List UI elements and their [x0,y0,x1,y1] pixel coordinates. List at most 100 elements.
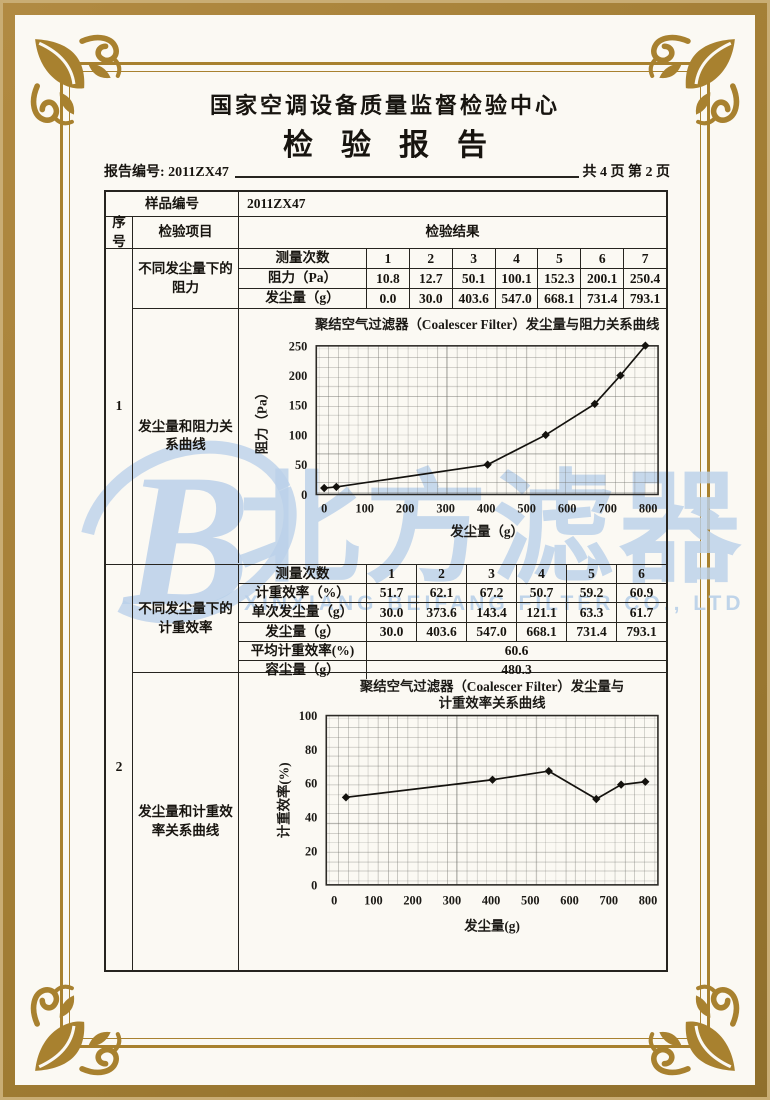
table-cell: 60.9 [629,585,654,601]
dust-capacity-value: 480.3 [501,662,532,678]
report-title: 检验报告 [283,129,515,162]
gold-frame-outer [60,62,710,1048]
row-label: 计重效率（%） [239,584,367,603]
table-row: 阻力（Pa） 10.8 12.7 50.1 100.1 152.3 200.1 250.4 [239,269,666,289]
svg-text:150: 150 [289,399,308,413]
page-indicator: 共 4 页 第 2 页 [582,165,671,180]
svg-text:发尘量（g）: 发尘量（g） [449,523,523,539]
svg-text:计重效率(%): 计重效率(%) [276,762,292,838]
table-cell: 403.6 [417,622,467,641]
gold-frame-inner [69,71,701,1039]
table-cell: 10.8 [367,269,410,288]
table-cell: 200.1 [581,269,625,288]
table-cell: 0.0 [367,289,410,308]
svg-text:800: 800 [639,894,658,908]
row-label: 发尘量（g） [239,289,367,308]
svg-text:60: 60 [305,777,317,791]
row-label: 测量次数 [239,249,367,268]
svg-text:400: 400 [477,501,496,515]
svg-text:计重效率关系曲线: 计重效率关系曲线 [439,695,547,711]
section-1-chart-label: 发尘量和阻力关系曲线 [133,309,239,563]
svg-text:600: 600 [558,501,577,515]
row-label: 测量次数 [239,565,367,584]
svg-text:50: 50 [295,458,307,472]
row-label: 阻力（Pa） [239,269,367,288]
table-cell: 547.0 [496,289,539,308]
svg-text:300: 300 [436,501,455,515]
svg-text:500: 500 [517,501,536,515]
svg-text:100: 100 [289,428,308,442]
table-cell: 50.7 [517,584,567,603]
inspection-center-name: 国家空调设备质量监督检验中心 [209,93,560,118]
table-cell: 5 [567,565,617,584]
svg-text:200: 200 [396,501,415,515]
table-cell: 51.7 [367,584,417,603]
table-row: 单次发尘量（g） 30.0 373.6 143.4 121.1 63.3 61.7 [239,603,666,623]
section-1-seq: 1 [106,249,133,564]
table-cell: 4 [517,565,567,584]
report-meta-row: 报告编号: 2011ZX47 共 4 页 第 2 页 [104,161,670,181]
floral-corner-ornament [29,979,127,1077]
table-row: 计重效率（%） 51.7 62.1 67.2 50.7 59.2 60.9 [239,584,666,604]
svg-text:100: 100 [364,894,383,908]
svg-text:20: 20 [305,844,317,858]
resistance-vs-dust-chart: 0 100 200 300 400 500 600 700 800 0 50 100 150 200 250… [254,316,660,539]
table-header-row: 序号 检验项目 检验结果 [106,215,666,249]
table-cell: 668.1 [517,622,567,641]
table-cell: 59.2 [567,584,617,603]
column-header-result: 检验结果 [239,217,666,249]
sample-number-label: 样品编号 [106,192,239,217]
table-cell: 731.4 [567,622,617,641]
row-label: 单次发尘量（g） [239,603,367,622]
svg-text:0: 0 [311,878,317,892]
table-cell: 61.7 [629,604,654,620]
cells-row: 10.8 12.7 50.1 100.1 152.3 200.1 250.4 [367,269,666,288]
svg-text:500: 500 [521,894,540,908]
table-cell: 2 [417,565,467,584]
svg-text:100: 100 [355,501,374,515]
cells-row: 30.0 403.6 547.0 668.1 731.4 793.1 [367,622,666,641]
section-2-chart-label: 发尘量和计重效率关系曲线 [133,673,239,970]
svg-text:400: 400 [482,894,501,908]
table-cell: 30.0 [410,289,453,308]
cells-row: 30.0 373.6 143.4 121.1 63.3 61.7 [367,603,666,622]
table-cell: 2 [410,249,453,268]
table-cell: 30.0 [367,603,417,622]
table-cell: 7 [641,250,649,266]
section-1-chart-block: 发尘量和阻力关系曲线 0 100 200 300 400 500 600 700 800 0 50 1… [133,309,666,563]
svg-text:0: 0 [321,501,327,515]
table-cell: 793.1 [629,290,661,306]
svg-text:300: 300 [443,894,462,908]
table-cell: 50.1 [453,269,496,288]
table-row: 发尘量（g） 30.0 403.6 547.0 668.1 731.4 793.1 [239,622,666,642]
svg-text:800: 800 [639,501,658,515]
table-cell: 668.1 [538,289,582,308]
table-cell: 63.3 [567,603,617,622]
svg-text:聚结空气过滤器（Coalescer Filter）发尘量与阻: 聚结空气过滤器（Coalescer Filter）发尘量与阻力关系曲线 [314,316,660,332]
table-cell: 547.0 [467,622,517,641]
table-cell: 6 [581,249,625,268]
svg-text:聚结空气过滤器（Coalescer Filter）发尘量与: 聚结空气过滤器（Coalescer Filter）发尘量与 [359,678,624,694]
svg-text:250: 250 [289,339,308,353]
table-cell: 12.7 [410,269,453,288]
table-cell: 30.0 [367,622,417,641]
resistance-chart-cell: 0 100 200 300 400 500 600 700 800 0 50 100 150 200 250… [239,309,666,563]
table-cell: 5 [538,249,582,268]
svg-text:40: 40 [305,811,317,825]
section-2-seq: 2 [106,565,133,970]
cells-row: 51.7 62.1 67.2 50.7 59.2 60.9 [367,584,666,603]
table-row: 平均计重效率(%) 60.6 [239,641,666,662]
svg-text:700: 700 [600,894,619,908]
svg-text:80: 80 [305,743,317,757]
table-cell: 731.4 [581,289,625,308]
table-cell: 250.4 [629,270,661,286]
floral-corner-ornament [643,979,741,1077]
table-cell: 1 [367,249,410,268]
table-cell: 100.1 [496,269,539,288]
svg-text:200: 200 [289,369,308,383]
table-cell: 143.4 [467,603,517,622]
table-cell: 62.1 [417,584,467,603]
